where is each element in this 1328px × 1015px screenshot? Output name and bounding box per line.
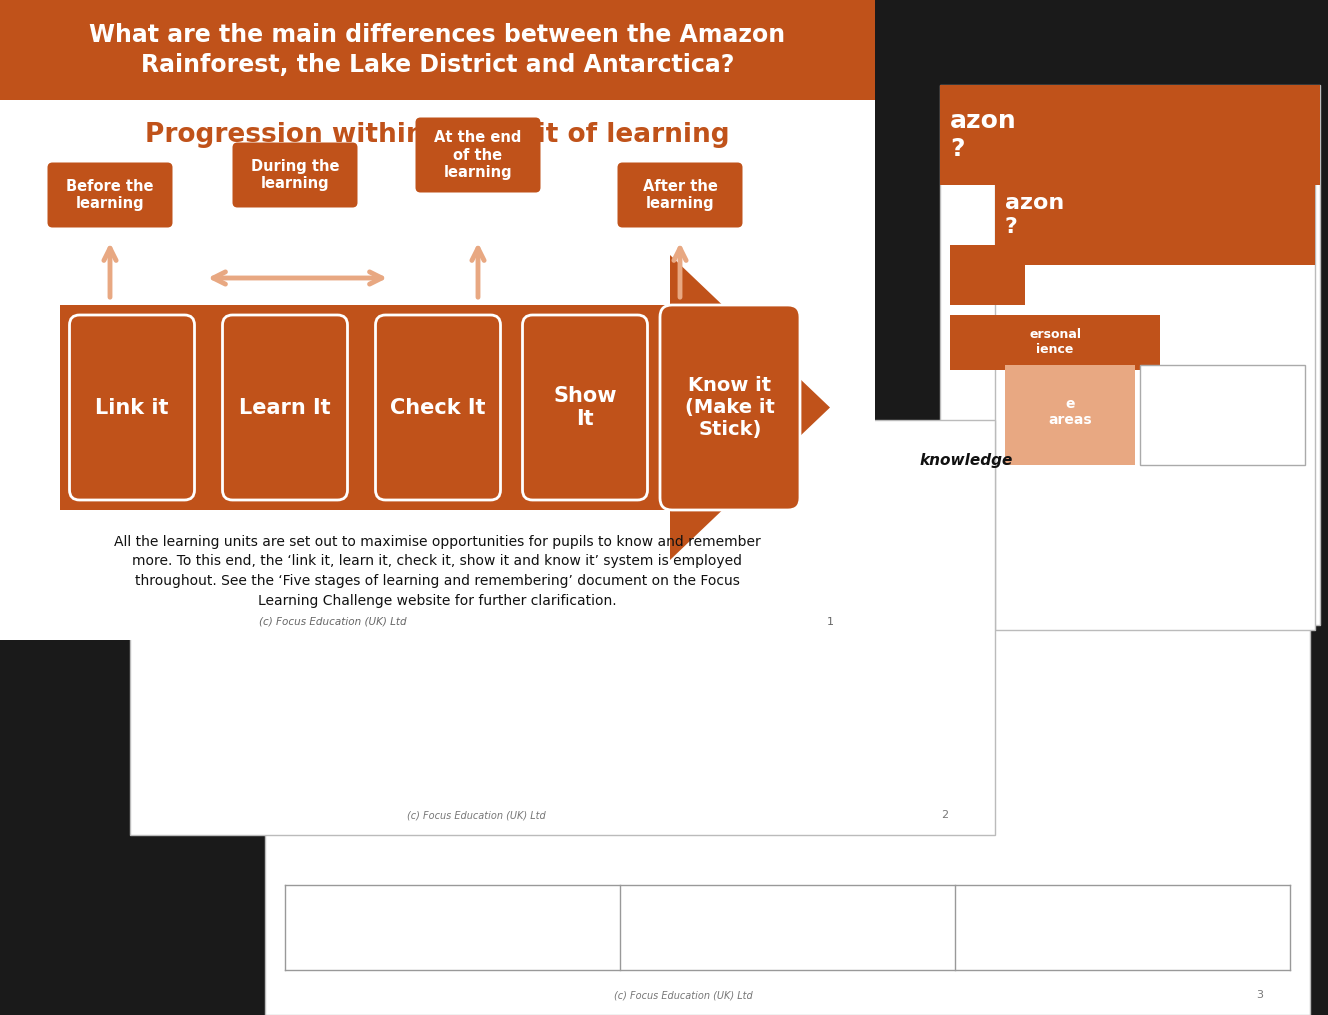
FancyBboxPatch shape: [232, 142, 357, 207]
Bar: [1139, 365, 1305, 465]
Text: Know it
(Make it
Stick): Know it (Make it Stick): [685, 376, 776, 439]
Text: knowledge: knowledge: [920, 453, 1013, 468]
Bar: [130, 420, 995, 835]
FancyBboxPatch shape: [618, 162, 742, 227]
Bar: [266, 625, 1309, 1015]
Bar: [1005, 365, 1135, 465]
Text: Show
It: Show It: [554, 386, 616, 429]
Text: (c) Focus Education (UK) Ltd: (c) Focus Education (UK) Ltd: [406, 810, 546, 820]
FancyBboxPatch shape: [376, 315, 501, 500]
Text: What are the main differences between the Amazon
Rainforest, the Lake District a: What are the main differences between th…: [89, 23, 786, 77]
FancyBboxPatch shape: [522, 315, 648, 500]
FancyBboxPatch shape: [48, 162, 173, 227]
Bar: [950, 245, 1025, 304]
Text: Progression within this unit of learning: Progression within this unit of learning: [145, 122, 730, 148]
Bar: [940, 85, 1320, 625]
Text: azon
?: azon ?: [950, 109, 1017, 161]
FancyBboxPatch shape: [416, 118, 540, 193]
Text: 1: 1: [826, 617, 834, 627]
Text: 3: 3: [1256, 990, 1263, 1000]
Text: (c) Focus Education (UK) Ltd: (c) Focus Education (UK) Ltd: [259, 617, 406, 627]
Text: At the end
of the
learning: At the end of the learning: [434, 130, 522, 180]
Bar: [0, 0, 875, 100]
Text: Learn It: Learn It: [239, 398, 331, 417]
Bar: [950, 315, 1159, 370]
Polygon shape: [60, 255, 830, 560]
Text: During the
learning: During the learning: [251, 158, 339, 191]
Text: 2: 2: [942, 810, 948, 820]
Text: Organiser their prior knowledge on this unit: Organiser their prior knowledge on this …: [355, 486, 770, 504]
Bar: [940, 85, 1320, 185]
Text: Before the
learning: Before the learning: [66, 179, 154, 211]
FancyBboxPatch shape: [660, 304, 799, 510]
FancyBboxPatch shape: [69, 315, 194, 500]
Text: Check It: Check It: [390, 398, 486, 417]
Bar: [0, 0, 875, 640]
Text: (c) Focus Education (UK) Ltd: (c) Focus Education (UK) Ltd: [614, 990, 753, 1000]
FancyBboxPatch shape: [223, 315, 348, 500]
Text: All the learning units are set out to maximise opportunities for pupils to know : All the learning units are set out to ma…: [114, 535, 761, 608]
Bar: [995, 165, 1315, 630]
Bar: [995, 165, 1315, 265]
Text: azon
?: azon ?: [1005, 194, 1064, 236]
Text: e
areas: e areas: [1048, 397, 1092, 427]
Text: Link it: Link it: [96, 398, 169, 417]
Text: ersonal
ience: ersonal ience: [1029, 328, 1081, 356]
Text: After the
learning: After the learning: [643, 179, 717, 211]
